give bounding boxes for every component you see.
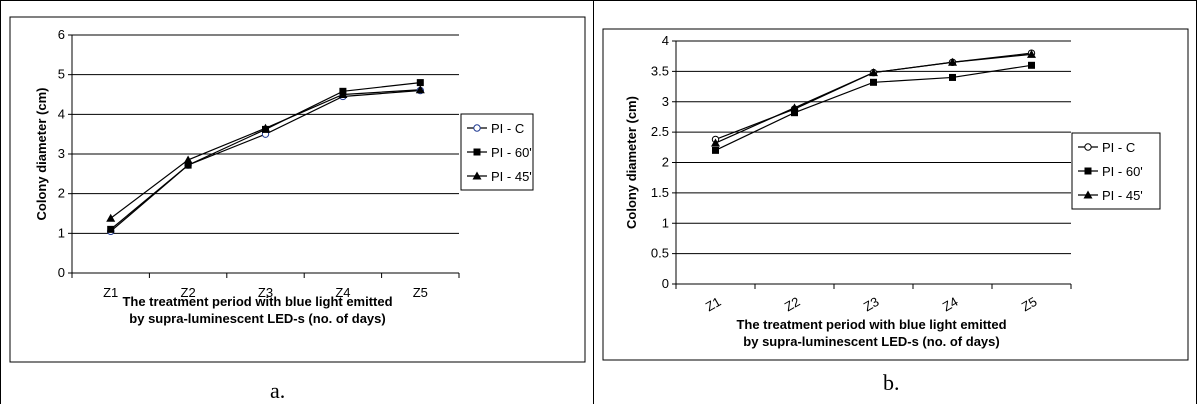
- y-tick-label: 6: [58, 27, 65, 42]
- legend: PI - C PI - 60' PI - 45': [1071, 132, 1161, 210]
- x-tick-label: Z1: [703, 294, 724, 315]
- x-tick-label: Z3: [861, 294, 882, 315]
- y-tick-label: 1.5: [651, 185, 669, 200]
- chart-a: 0 1 2 3 4 5 6 Z1 Z2 Z3 Z4 Z5 The treatment period wi…: [34, 27, 534, 326]
- legend-marker: [473, 124, 481, 132]
- x-axis-label: The treatment period with blue light emi…: [736, 317, 1006, 332]
- x-tick-label: Z4: [335, 285, 350, 300]
- legend-marker: [1084, 167, 1092, 175]
- data-point: [948, 57, 957, 66]
- data-point: [790, 103, 799, 112]
- y-tick-label: 0: [662, 276, 669, 291]
- y-tick-label: 3: [58, 146, 65, 161]
- data-point: [415, 85, 425, 94]
- y-tick-label: 1: [58, 225, 65, 240]
- data-point: [869, 68, 878, 77]
- x-tick-label: Z2: [782, 294, 803, 315]
- caption-b: b.: [883, 370, 900, 395]
- y-tick-label: 5: [58, 67, 65, 82]
- legend-label: PI - C: [1102, 140, 1135, 155]
- y-tick-label: 1: [662, 215, 669, 230]
- data-point: [261, 123, 270, 132]
- x-tick-label: Z4: [940, 294, 961, 315]
- legend-marker: [1084, 143, 1092, 151]
- legend-marker: [1083, 190, 1093, 199]
- y-axis-label: Colony diameter (cm): [624, 96, 639, 229]
- chart-b: 0 0.5 1 1.5 2 2.5 3 3.5 4 Z1 Z2 Z3 Z4 Z5 The treatment…: [624, 33, 1161, 349]
- caption-a: a.: [270, 378, 285, 403]
- y-tick-label: 2.5: [651, 124, 669, 139]
- data-point: [1028, 61, 1035, 69]
- legend-label: PI - 60': [491, 145, 532, 160]
- x-tick-label: Z3: [258, 285, 273, 300]
- data-point: [183, 155, 193, 164]
- y-tick-label: 4: [58, 106, 65, 121]
- x-axis-label: by supra-luminescent LED-s (no. of days): [129, 311, 385, 326]
- legend-label: PI - 60': [1102, 164, 1143, 179]
- y-axis-label: Colony diameter (cm): [34, 88, 49, 221]
- y-tick-label: 3.5: [651, 63, 669, 78]
- data-point: [184, 161, 192, 169]
- data-point: [791, 109, 798, 117]
- data-point: [416, 79, 424, 87]
- legend-marker: [472, 171, 482, 180]
- data-point: [107, 225, 115, 233]
- y-tick-label: 4: [662, 33, 669, 48]
- legend-label: PI - 45': [491, 169, 532, 184]
- legend: PI - C PI - 60' PI - 45': [460, 113, 534, 191]
- y-tick-label: 0: [58, 265, 65, 280]
- data-point: [870, 78, 877, 86]
- data-point: [711, 138, 720, 147]
- data-point: [338, 90, 348, 98]
- y-tick-label: 0.5: [651, 246, 669, 261]
- y-tick-label: 3: [662, 94, 669, 109]
- x-axis-label: by supra-luminescent LED-s (no. of days): [743, 334, 999, 349]
- x-axis-label: The treatment period with blue light emi…: [122, 294, 392, 309]
- data-point: [1027, 49, 1036, 58]
- legend-label: PI - 45': [1102, 188, 1143, 203]
- data-point: [106, 213, 116, 222]
- x-tick-label: Z2: [181, 285, 196, 300]
- x-tick-label: Z5: [1019, 294, 1040, 315]
- x-tick-label: Z5: [413, 285, 428, 300]
- legend-label: PI - C: [491, 121, 524, 136]
- x-tick-label: Z1: [103, 285, 118, 300]
- legend-marker: [473, 148, 481, 156]
- y-tick-label: 2: [662, 155, 669, 170]
- y-tick-label: 2: [58, 186, 65, 201]
- data-point: [949, 73, 956, 81]
- data-point: [712, 146, 719, 154]
